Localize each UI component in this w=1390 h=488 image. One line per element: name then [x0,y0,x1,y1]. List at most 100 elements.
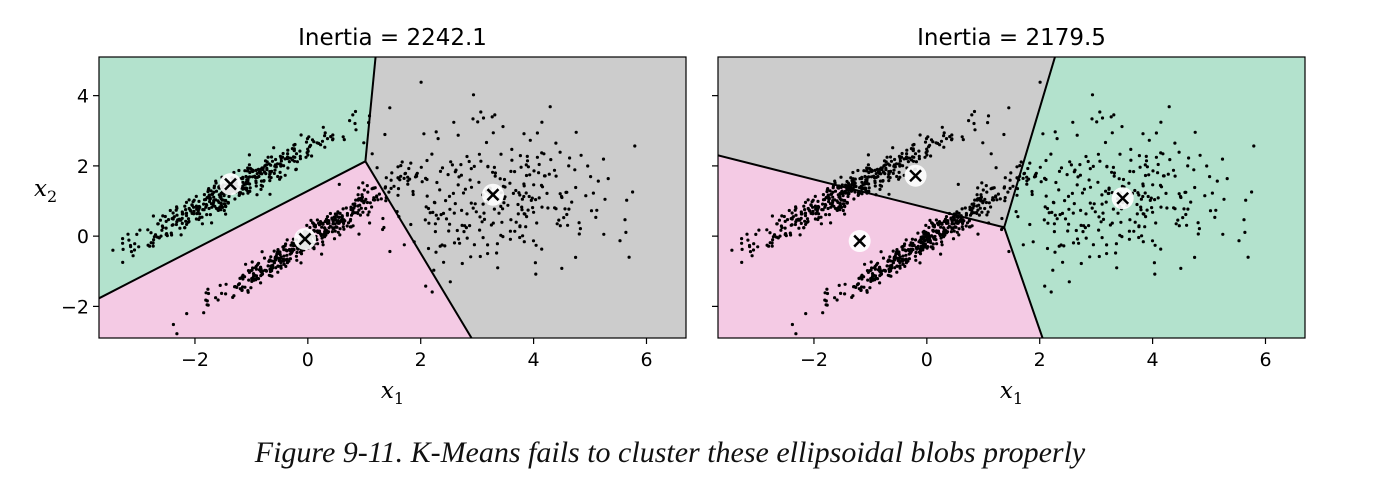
instance-point [1050,210,1054,214]
instance-point [920,240,924,244]
instance-point [897,170,901,174]
instance-point [989,187,993,191]
instance-point [894,162,899,166]
instance-point [1008,186,1012,190]
instance-point [164,219,168,223]
instance-point [424,205,428,209]
instance-point [286,152,290,156]
instance-point [980,181,984,185]
instance-point [525,159,530,163]
instance-point [770,244,774,248]
instance-point [833,296,837,300]
instance-point [350,211,355,216]
instance-point [1000,227,1004,232]
instance-point [869,277,873,281]
instance-point [180,216,184,220]
instance-point [1198,153,1202,157]
instance-point [825,188,830,192]
instance-point [502,201,506,205]
instance-point [232,294,236,298]
instance-point [241,180,245,184]
instance-point [1111,207,1115,211]
instance-point [425,158,429,163]
instance-point [180,212,184,216]
instance-point [1028,161,1032,165]
instance-point [1071,211,1075,215]
instance-point [480,220,484,224]
instance-point [888,255,892,259]
instance-point [368,221,372,225]
instance-point [565,212,569,217]
instance-point [799,221,803,225]
instance-point [1090,117,1094,121]
instance-point [298,149,302,153]
instance-point [1147,173,1151,177]
instance-point [327,219,331,223]
instance-point [954,225,958,229]
instance-point [780,225,784,230]
instance-point [426,206,431,211]
instance-point [1027,177,1031,181]
instance-point [206,188,210,192]
instance-point [427,221,431,225]
instance-point [1065,173,1069,177]
instance-point [591,191,596,195]
instance-point [1214,208,1218,212]
instance-point [238,192,242,196]
instance-point [431,210,435,214]
instance-point [513,170,517,174]
instance-point [438,169,443,173]
instance-point [324,233,328,237]
instance-point [935,242,939,246]
instance-point [1237,239,1241,243]
instance-point [1154,131,1158,135]
instance-point [833,206,838,210]
instance-point [194,204,198,208]
instance-point [1052,230,1056,234]
instance-point [170,233,174,237]
instance-point [529,198,533,202]
instance-point [574,130,578,134]
instance-point [247,153,251,157]
decision-boundary-3 [1003,227,1044,338]
instance-point [432,200,436,204]
instance-point [489,223,493,227]
instance-point [711,268,714,271]
instance-point [194,194,198,198]
instance-point [1162,174,1166,178]
x-tick-label: 4 [1147,349,1159,371]
instance-point [368,201,372,205]
instance-point [532,183,536,187]
instance-point [351,202,355,206]
instance-point [1059,166,1064,170]
instance-point [268,192,272,196]
centroid-cross [1116,191,1130,205]
instance-point [524,173,529,178]
instance-point [740,241,744,245]
instance-point [1143,163,1147,167]
instance-point [210,192,214,196]
instance-point [891,249,895,253]
instance-point [432,268,436,272]
instance-point [268,179,272,183]
instance-point [928,218,932,222]
instance-point [754,232,758,236]
instance-point [838,208,842,212]
instance-point [1003,176,1007,180]
instance-point [1112,174,1116,178]
instance-point [514,220,518,224]
instance-point [1145,165,1149,169]
instance-point [465,212,469,216]
instance-point [518,225,522,229]
instance-point [452,241,457,245]
instance-point [748,250,753,254]
instance-point [267,162,271,166]
instance-point [825,291,830,296]
instance-point [967,219,971,223]
instance-point [1096,180,1100,184]
instance-point [1006,190,1010,194]
instance-point [220,291,224,295]
instance-point [208,197,212,201]
instance-point [308,225,312,230]
instance-point [1002,185,1007,189]
